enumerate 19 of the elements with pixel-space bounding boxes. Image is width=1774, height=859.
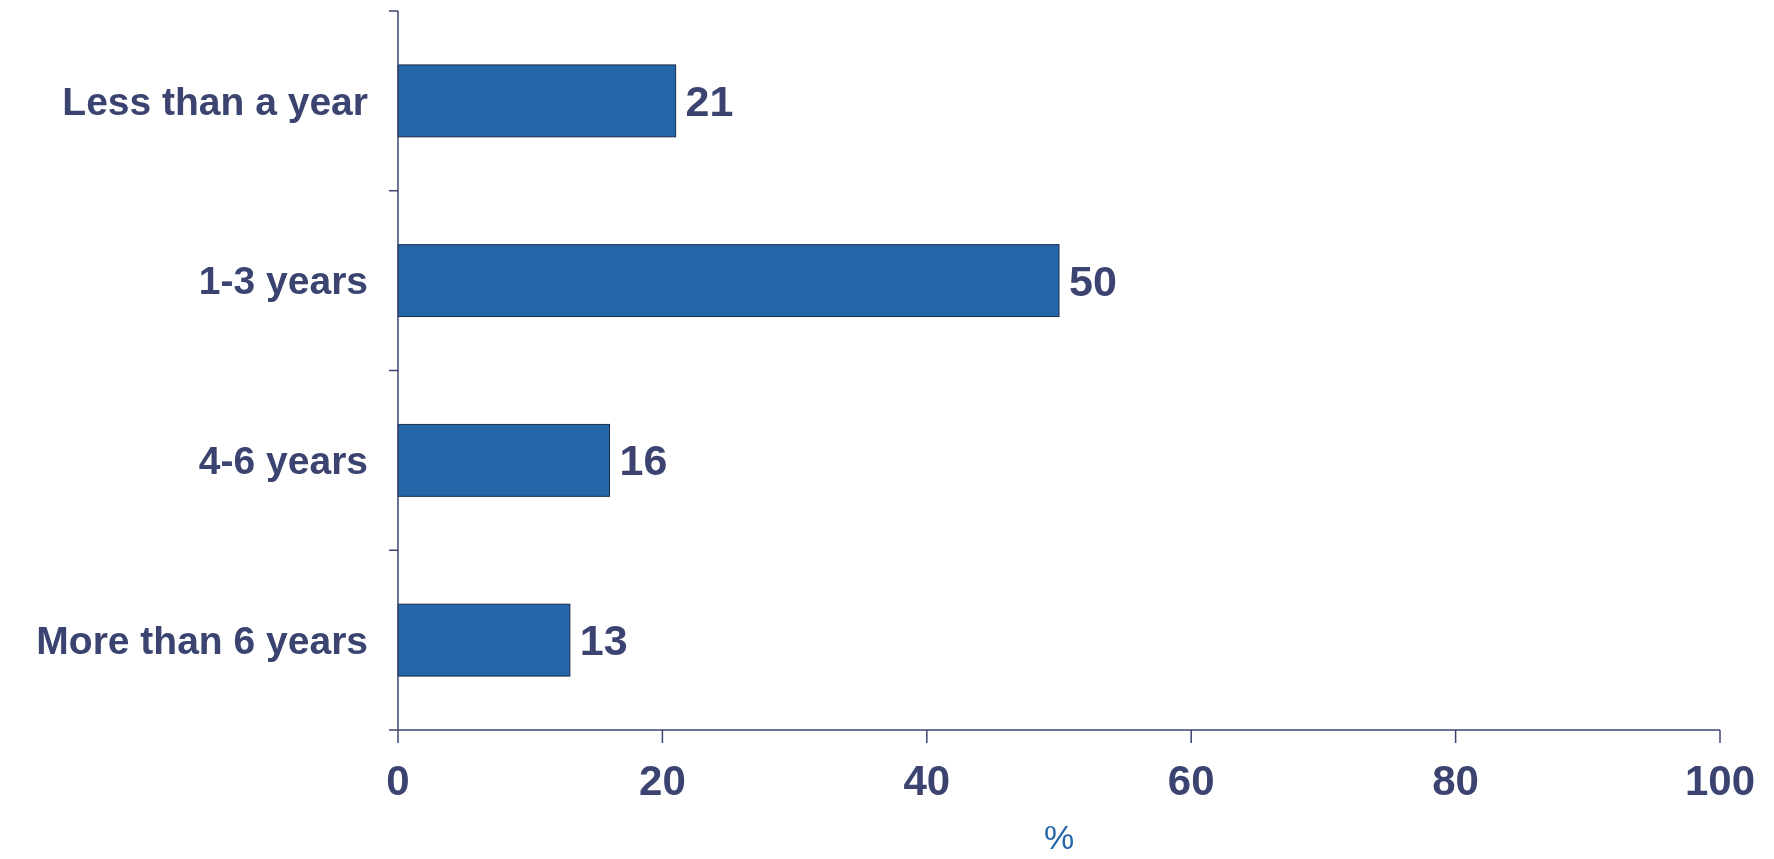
x-tick-label: 80 xyxy=(1432,757,1479,804)
bar xyxy=(397,603,571,677)
x-tick-label: 60 xyxy=(1167,757,1215,804)
y-tick-label: 1-3 years xyxy=(198,259,368,303)
data-label: 13 xyxy=(579,616,628,665)
y-tick-label: More than 6 years xyxy=(36,618,368,662)
bar xyxy=(397,423,611,497)
x-tick-label: 20 xyxy=(639,757,686,804)
data-label: 50 xyxy=(1069,256,1117,305)
bar xyxy=(397,244,1060,318)
y-tick-label: Less than a year xyxy=(62,79,368,123)
x-tick-label: 100 xyxy=(1684,757,1756,804)
y-tick-label: 4-6 years xyxy=(198,439,368,483)
data-label: 16 xyxy=(619,436,668,485)
bar xyxy=(397,64,677,138)
x-tick-label: 40 xyxy=(903,757,951,804)
data-label: 21 xyxy=(685,76,734,125)
x-tick-label: 0 xyxy=(386,757,410,804)
x-axis-title: % xyxy=(1043,818,1075,856)
